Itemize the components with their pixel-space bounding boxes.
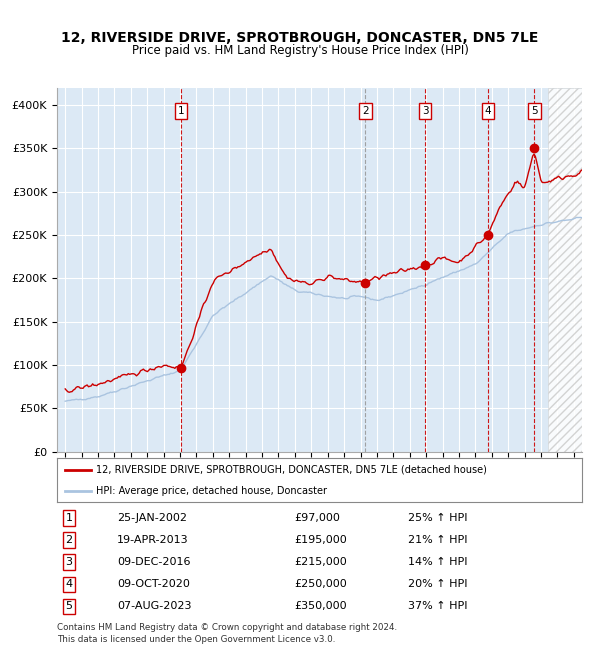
Text: £250,000: £250,000: [294, 579, 347, 590]
Text: 12, RIVERSIDE DRIVE, SPROTBROUGH, DONCASTER, DN5 7LE (detached house): 12, RIVERSIDE DRIVE, SPROTBROUGH, DONCAS…: [97, 465, 487, 475]
Text: 20% ↑ HPI: 20% ↑ HPI: [408, 579, 467, 590]
Text: Price paid vs. HM Land Registry's House Price Index (HPI): Price paid vs. HM Land Registry's House …: [131, 44, 469, 57]
Text: 1: 1: [178, 107, 185, 116]
Text: 07-AUG-2023: 07-AUG-2023: [117, 601, 191, 612]
Text: 3: 3: [422, 107, 428, 116]
Text: 5: 5: [531, 107, 538, 116]
Text: 4: 4: [485, 107, 491, 116]
Text: £350,000: £350,000: [294, 601, 347, 612]
Text: 09-DEC-2016: 09-DEC-2016: [117, 557, 191, 567]
Text: £97,000: £97,000: [294, 513, 340, 523]
Polygon shape: [548, 88, 582, 452]
Text: 1: 1: [65, 513, 73, 523]
Text: 2: 2: [362, 107, 368, 116]
Text: £215,000: £215,000: [294, 557, 347, 567]
Text: 09-OCT-2020: 09-OCT-2020: [117, 579, 190, 590]
Text: 14% ↑ HPI: 14% ↑ HPI: [408, 557, 467, 567]
Text: £195,000: £195,000: [294, 535, 347, 545]
Text: 4: 4: [65, 579, 73, 590]
Text: 25-JAN-2002: 25-JAN-2002: [117, 513, 187, 523]
Text: HPI: Average price, detached house, Doncaster: HPI: Average price, detached house, Donc…: [97, 486, 328, 496]
Text: 25% ↑ HPI: 25% ↑ HPI: [408, 513, 467, 523]
Text: 3: 3: [65, 557, 73, 567]
Text: 19-APR-2013: 19-APR-2013: [117, 535, 188, 545]
Text: 5: 5: [65, 601, 73, 612]
Text: Contains HM Land Registry data © Crown copyright and database right 2024.
This d: Contains HM Land Registry data © Crown c…: [57, 623, 397, 644]
Text: 21% ↑ HPI: 21% ↑ HPI: [408, 535, 467, 545]
Text: 37% ↑ HPI: 37% ↑ HPI: [408, 601, 467, 612]
Text: 2: 2: [65, 535, 73, 545]
Text: 12, RIVERSIDE DRIVE, SPROTBROUGH, DONCASTER, DN5 7LE: 12, RIVERSIDE DRIVE, SPROTBROUGH, DONCAS…: [61, 31, 539, 45]
